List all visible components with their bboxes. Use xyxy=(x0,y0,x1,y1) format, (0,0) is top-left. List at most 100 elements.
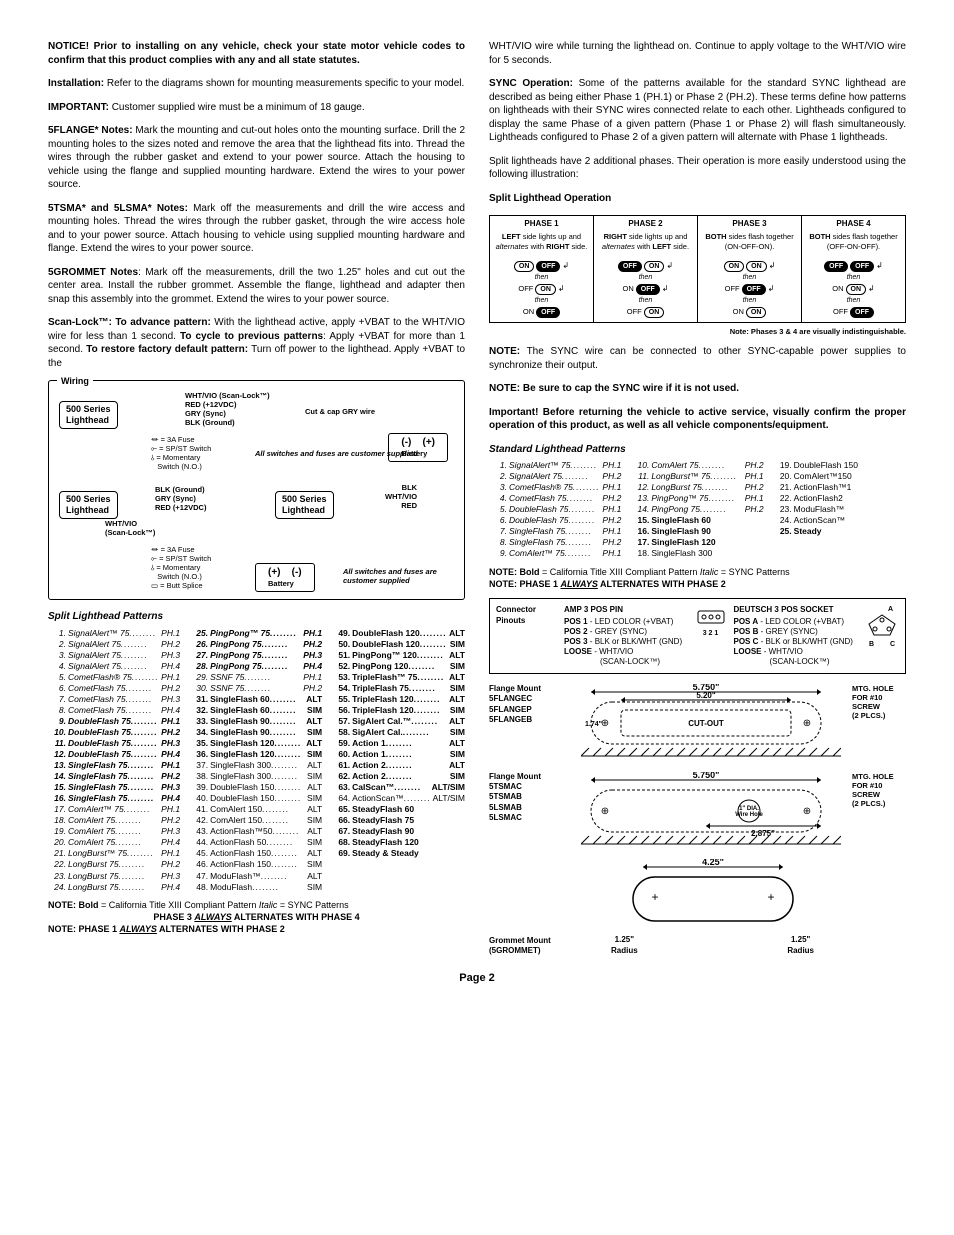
phase-cell: PHASE 2RIGHT side lights up and alternat… xyxy=(594,216,698,323)
supplied-note-1: All switches and fuses are customer supp… xyxy=(255,449,418,458)
left-column: NOTICE! Prior to installing on any vehic… xyxy=(48,40,465,957)
pattern-row: 14.SingleFlash 75 ........PH.2 xyxy=(48,771,180,782)
pattern-row: 22.ActionFlash2 xyxy=(774,493,906,504)
pattern-row: 3.SignalAlert 75 ........PH.3 xyxy=(48,650,180,661)
fuse-legend: ⏛ = 3A Fuse xyxy=(151,435,211,444)
pattern-row: 2.SignalAlert 75 ........PH.2 xyxy=(48,639,180,650)
cap-sync-note: NOTE: Be sure to cap the SYNC wire if it… xyxy=(489,382,906,396)
pattern-row: 38.SingleFlash 300 ........SIM xyxy=(190,771,322,782)
std-patterns-title: Standard Lighthead Patterns xyxy=(489,443,906,457)
split-intro-para: Split lightheads have 2 additional phase… xyxy=(489,155,906,182)
pattern-row: 58.SigAlert Cal. ........SIM xyxy=(332,727,465,738)
pattern-row: 21.ActionFlash™1 xyxy=(774,482,906,493)
split-patterns-list: 1.SignalAlert™ 75 ........PH.12.SignalAl… xyxy=(48,628,465,893)
flange-para: 5FLANGE* Notes: Mark the mounting and cu… xyxy=(48,124,465,192)
phase-visual-note: Note: Phases 3 & 4 are visually indistin… xyxy=(489,327,906,337)
pattern-row: 2.SignalAlert 75 ........PH.2 xyxy=(489,471,621,482)
pattern-row: 20.ComAlert™150 xyxy=(774,471,906,482)
svg-text:CUT-OUT: CUT-OUT xyxy=(688,719,724,728)
important-para: IMPORTANT: Customer supplied wire must b… xyxy=(48,101,465,115)
pattern-row: 62.Action 2 ........SIM xyxy=(332,771,465,782)
pattern-row: 17.ComAlert™ 75 ........PH.1 xyxy=(48,804,180,815)
supplied-note-2: All switches and fuses are customer supp… xyxy=(343,567,458,585)
pattern-row: 66.SteadyFlash 75 xyxy=(332,815,465,826)
amp-pinout: AMP 3 POS PIN POS 1 - LED COLOR (+VBAT) … xyxy=(564,605,688,667)
tsma-para: 5TSMA* and 5LSMA* Notes: Mark off the me… xyxy=(48,202,465,256)
pattern-row: 1.SignalAlert™ 75 ........PH.1 xyxy=(48,628,180,639)
pattern-row: 25.PingPong™ 75 ........PH.1 xyxy=(190,628,322,639)
svg-text:⊕: ⊕ xyxy=(803,806,811,817)
pattern-row: 43.ActionFlash™50 ........ALT xyxy=(190,826,322,837)
radius-label-1: 1.25"Radius xyxy=(611,935,638,957)
pattern-row: 47.ModuFlash™ ........ALT xyxy=(190,871,322,882)
pattern-row: 34.SingleFlash 90 ........SIM xyxy=(190,727,322,738)
split-patterns-title: Split Lighthead Patterns xyxy=(48,610,465,624)
pattern-row: 18.ComAlert 75 ........PH.2 xyxy=(48,815,180,826)
pattern-row: 3.CometFlash® 75 ........PH.1 xyxy=(489,482,621,493)
grommet-para: 5GROMMET Notes: Mark off the measurement… xyxy=(48,266,465,307)
scan-lock-label: WHT/VIO(Scan-Lock™) xyxy=(105,519,155,537)
pattern-row: 7.SingleFlash 75 ........PH.1 xyxy=(489,526,621,537)
pattern-row: 52.PingPong 120 ........SIM xyxy=(332,661,465,672)
wire-labels-3: BLK WHT/VIO RED xyxy=(385,483,417,510)
continuation-para: WHT/VIO wire while turning the lighthead… xyxy=(489,40,906,67)
lighthead-box-3: 500 SeriesLighthead xyxy=(275,491,334,519)
pattern-row: 44.ActionFlash 50 ........SIM xyxy=(190,837,322,848)
pattern-row: 8.CometFlash 75 ........PH.4 xyxy=(48,705,180,716)
pattern-row: 37.SingleFlash 300 ........ALT xyxy=(190,760,322,771)
pattern-row: 15.SingleFlash 75 ........PH.3 xyxy=(48,782,180,793)
std-pattern-notes: NOTE: Bold = California Title XIII Compl… xyxy=(489,566,906,590)
svg-text:+: + xyxy=(651,890,658,904)
pattern-row: 1.SignalAlert™ 75 ........PH.1 xyxy=(489,460,621,471)
pattern-row: 13.SingleFlash 75 ........PH.1 xyxy=(48,760,180,771)
pattern-row: 21.LongBurst™ 75 ........PH.1 xyxy=(48,848,180,859)
pattern-row: 28.PingPong 75 ........PH.4 xyxy=(190,661,322,672)
pattern-row: 48.ModuFlash ........SIM xyxy=(190,882,322,893)
pattern-row: 67.SteadyFlash 90 xyxy=(332,826,465,837)
mtg-hole-note-2: MTG. HOLEFOR #10SCREW(2 PLCS.) xyxy=(852,772,906,850)
pattern-row: 57.SigAlert Cal.™ ........ALT xyxy=(332,716,465,727)
pattern-row: 14.PingPong 75 ........PH.2 xyxy=(631,504,763,515)
pattern-row: 4.CometFlash 75 ........PH.2 xyxy=(489,493,621,504)
pattern-row: 13.PingPong™ 75 ........PH.1 xyxy=(631,493,763,504)
pattern-row: 8.SingleFlash 75 ........PH.2 xyxy=(489,537,621,548)
pattern-row: 50.DoubleFlash 120 ........SIM xyxy=(332,639,465,650)
phase-cell: PHASE 1LEFT side lights up and alternate… xyxy=(490,216,594,323)
pattern-row: 41.ComAlert 150 ........ALT xyxy=(190,804,322,815)
pattern-row: 60.Action 1 ........SIM xyxy=(332,749,465,760)
svg-text:⊕: ⊕ xyxy=(601,718,609,729)
svg-text:+: + xyxy=(767,890,774,904)
svg-text:4.25": 4.25" xyxy=(702,859,724,867)
deutsch-pinout: DEUTSCH 3 POS SOCKET POS A - LED COLOR (… xyxy=(734,605,858,667)
pattern-row: 12.DoubleFlash 75 ........PH.4 xyxy=(48,749,180,760)
pattern-row: 65.SteadyFlash 60 xyxy=(332,804,465,815)
pattern-row: 6.CometFlash 75 ........PH.2 xyxy=(48,683,180,694)
spst-legend: ⟜ = SP/ST Switch xyxy=(151,444,211,453)
pattern-row: 51.PingPong™ 120 ........ALT xyxy=(332,650,465,661)
sync-operation-para: SYNC Operation: Some of the patterns ava… xyxy=(489,77,906,145)
svg-text:⊕: ⊕ xyxy=(803,718,811,729)
page-number: Page 2 xyxy=(48,971,906,986)
pattern-row: 69.Steady & Steady xyxy=(332,848,465,859)
pattern-row: 61.Action 2 ........ALT xyxy=(332,760,465,771)
pattern-row: 24.LongBurst 75 ........PH.4 xyxy=(48,882,180,893)
pattern-row: 26.PingPong 75 ........PH.2 xyxy=(190,639,322,650)
flange-mount-diagram: Flange Mount5FLANGEC5FLANGEP5FLANGEB 5.7… xyxy=(489,684,906,762)
pattern-row: 46.ActionFlash 150 ........SIM xyxy=(190,859,322,870)
pattern-row: 11.DoubleFlash 75 ........PH.3 xyxy=(48,738,180,749)
connector-pinouts: Connector Pinouts AMP 3 POS PIN POS 1 - … xyxy=(489,598,906,674)
pattern-row: 6.DoubleFlash 75 ........PH.2 xyxy=(489,515,621,526)
pattern-row: 18.SingleFlash 300 xyxy=(631,548,763,559)
pattern-row: 20.ComAlert 75 ........PH.4 xyxy=(48,837,180,848)
momentary-legend-2: ⫰ = Momentary Switch (N.O.) xyxy=(151,563,211,581)
notice-text: NOTICE! Prior to installing on any vehic… xyxy=(48,40,465,67)
pattern-row: 9.ComAlert™ 75 ........PH.1 xyxy=(489,548,621,559)
svg-text:Wire Hole: Wire Hole xyxy=(735,812,763,818)
momentary-legend: ⫰ = Momentary Switch (N.O.) xyxy=(151,453,211,471)
svg-text:2.875": 2.875" xyxy=(751,829,775,838)
butt-splice-legend: ▭ = Butt Splice xyxy=(151,581,211,590)
pattern-row: 25.Steady xyxy=(774,526,906,537)
pattern-row: 4.SignalAlert 75 ........PH.4 xyxy=(48,661,180,672)
pattern-row: 19.DoubleFlash 150 xyxy=(774,460,906,471)
cut-cap-label: Cut & cap GRY wire xyxy=(305,407,375,416)
